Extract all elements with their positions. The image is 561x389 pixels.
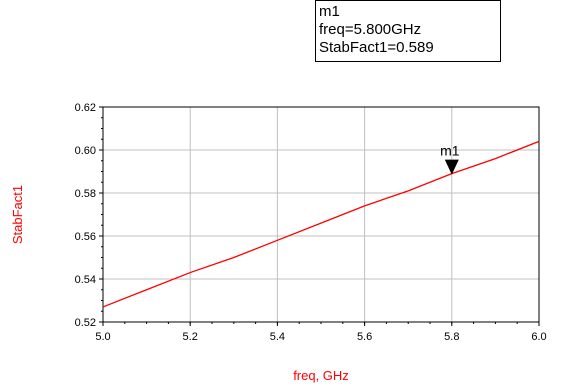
x-axis-title: freq, GHz (293, 368, 349, 383)
x-tick-label: 6.0 (531, 331, 546, 343)
y-tick-label: 0.62 (75, 102, 96, 114)
marker-m1-label: m1 (440, 143, 460, 159)
y-tick-label: 0.52 (75, 317, 96, 329)
marker-m1-triangle (444, 159, 459, 175)
x-tick-label: 5.6 (357, 331, 372, 343)
marker-value: StabFact1=0.589 (319, 39, 434, 56)
series-layer (102, 140, 540, 308)
marker-freq: freq=5.800GHz (319, 21, 422, 38)
marker-readout-box: m1 freq=5.800GHz StabFact1=0.589 (315, 0, 501, 62)
ticks: 5.0 5.2 5.4 5.6 5.8 6.0 0.52 0.54 0.56 0.58 0.60 0.… (75, 102, 547, 343)
grid (103, 107, 539, 322)
y-tick-label: 0.56 (75, 231, 96, 243)
marker-name: m1 (319, 3, 340, 20)
marker-layer: m1 (440, 143, 460, 175)
x-tick-label: 5.8 (444, 331, 459, 343)
y-axis-title: StabFact1 (10, 185, 25, 244)
y-tick-label: 0.58 (75, 188, 96, 200)
y-tick-label: 0.54 (75, 274, 96, 286)
x-tick-label: 5.4 (270, 331, 285, 343)
x-tick-label: 5.2 (183, 331, 198, 343)
y-tick-label: 0.60 (75, 145, 96, 157)
x-tick-label: 5.0 (95, 331, 110, 343)
series-line (102, 140, 540, 308)
plot-frame (102, 106, 540, 323)
